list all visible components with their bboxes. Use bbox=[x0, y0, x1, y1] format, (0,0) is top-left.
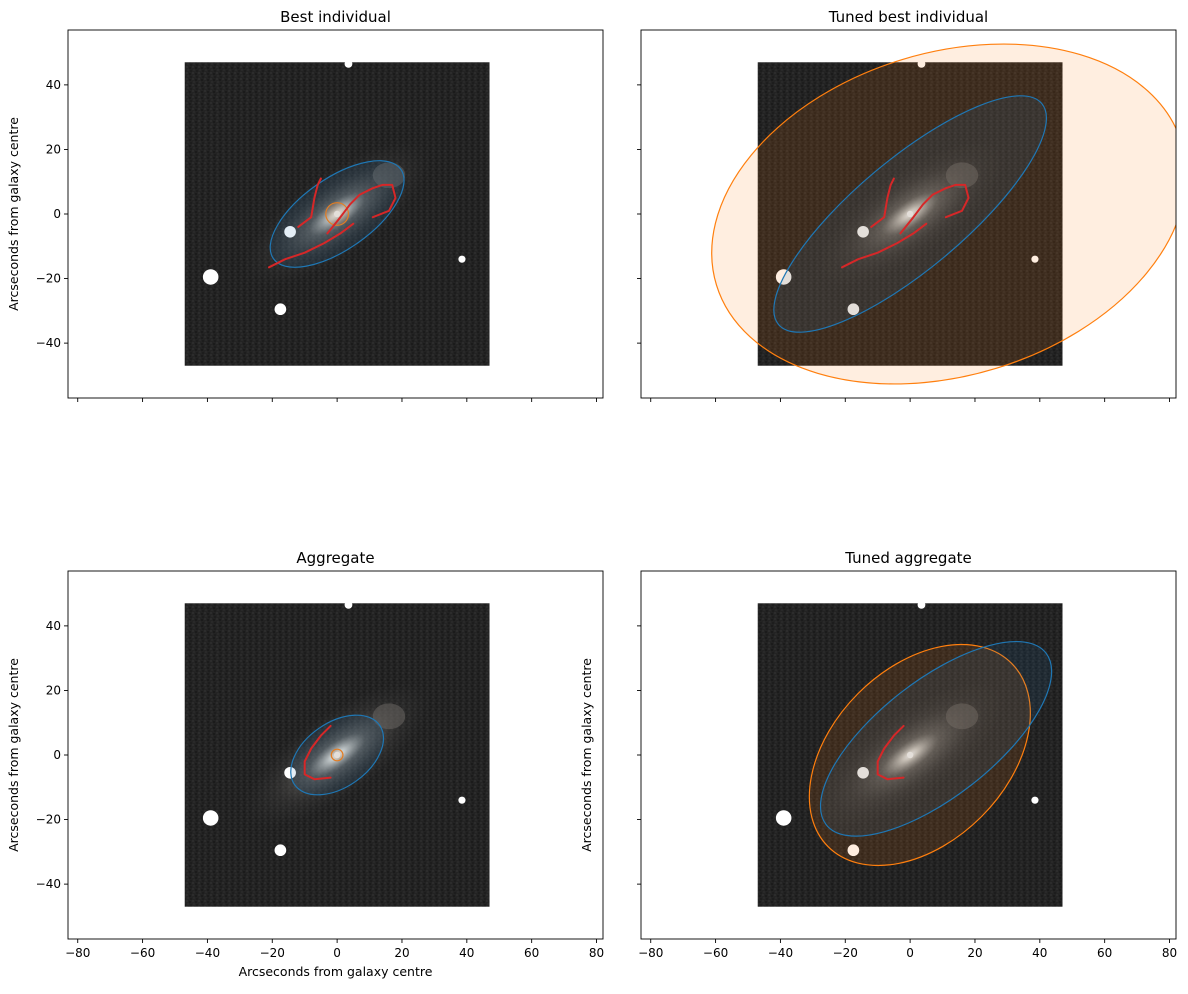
x-tick-label: −20 bbox=[260, 946, 285, 960]
x-tick-label: −60 bbox=[130, 946, 155, 960]
x-tick-label: 0 bbox=[333, 946, 341, 960]
bulge-ellipse bbox=[808, 643, 1031, 867]
star-4 bbox=[274, 844, 287, 857]
spiral-arm-1 bbox=[841, 222, 928, 269]
y-tick-label: 20 bbox=[46, 142, 61, 156]
x-tick-label: 40 bbox=[1032, 946, 1047, 960]
galaxy-knot bbox=[372, 162, 406, 189]
y-tick-label: −20 bbox=[36, 272, 61, 286]
x-tick-label: 60 bbox=[524, 946, 539, 960]
galaxy-knot bbox=[945, 162, 979, 189]
x-tick-label: −80 bbox=[65, 946, 90, 960]
y-tick-label: −20 bbox=[36, 813, 61, 827]
plot-area bbox=[184, 601, 490, 907]
spiral-arm-1 bbox=[876, 724, 905, 781]
panel-1: −40 −20 0 20 40 Best individual Arcseconds fro… bbox=[6, 8, 604, 402]
disc-ellipse bbox=[290, 714, 385, 796]
x-tick-label: 0 bbox=[906, 946, 914, 960]
spiral-arm-3 bbox=[326, 183, 397, 235]
spiral-arm-1 bbox=[268, 222, 355, 269]
panel-3: −80 −60 −40 −20 0 20 40 60 80 −40 −20 0 20 40 Aggregat… bbox=[6, 549, 604, 979]
x-tick-label: −60 bbox=[703, 946, 728, 960]
x-tick-label: −40 bbox=[768, 946, 793, 960]
y-tick-label: 40 bbox=[46, 619, 61, 633]
star-4 bbox=[274, 303, 287, 316]
star-1 bbox=[917, 601, 926, 609]
x-axis-label: Arcseconds from galaxy centre bbox=[239, 964, 433, 979]
x-tick-label: 20 bbox=[967, 946, 982, 960]
star-2 bbox=[857, 766, 869, 779]
x-tick-label: −20 bbox=[833, 946, 858, 960]
y-tick-label: −40 bbox=[36, 877, 61, 891]
disc-ellipse bbox=[773, 95, 1048, 333]
star-1 bbox=[917, 60, 926, 68]
star-3 bbox=[202, 269, 219, 285]
star-3 bbox=[202, 810, 219, 826]
panel-title: Tuned best individual bbox=[828, 8, 988, 26]
star-1 bbox=[344, 60, 353, 68]
galaxy-core bbox=[906, 210, 914, 218]
bulge-ellipse bbox=[711, 43, 1176, 385]
spiral-arm-1 bbox=[303, 724, 332, 781]
star-5 bbox=[1031, 255, 1039, 263]
spiral-arm-2 bbox=[870, 177, 895, 228]
plot-area bbox=[184, 60, 490, 366]
star-5 bbox=[458, 255, 466, 263]
plot-area bbox=[757, 601, 1063, 907]
star-5 bbox=[1031, 796, 1039, 804]
y-axis-label: Arcseconds from galaxy centre bbox=[6, 658, 21, 852]
spiral-arm-3 bbox=[899, 183, 970, 235]
star-1 bbox=[344, 601, 353, 609]
galaxy-knot bbox=[945, 703, 979, 730]
panel-2: Tuned best individual bbox=[637, 8, 1177, 402]
y-tick-label: 0 bbox=[53, 748, 61, 762]
star-3 bbox=[775, 810, 792, 826]
disc-ellipse bbox=[819, 640, 1053, 837]
galaxy-core bbox=[906, 751, 914, 759]
y-tick-label: 40 bbox=[46, 78, 61, 92]
plot-area bbox=[711, 43, 1176, 385]
panel-title: Tuned aggregate bbox=[844, 549, 972, 567]
x-tick-label: 80 bbox=[589, 946, 604, 960]
galaxy-core bbox=[333, 210, 341, 218]
x-tick-label: −40 bbox=[195, 946, 220, 960]
star-2 bbox=[284, 225, 296, 238]
bulge-ellipse bbox=[325, 202, 350, 226]
bulge-ellipse bbox=[330, 748, 344, 762]
x-tick-label: 40 bbox=[459, 946, 474, 960]
y-axis-label: Arcseconds from galaxy centre bbox=[579, 658, 594, 852]
panel-title: Best individual bbox=[280, 8, 391, 26]
star-4 bbox=[847, 303, 860, 316]
star-4 bbox=[847, 844, 860, 857]
x-tick-label: −80 bbox=[638, 946, 663, 960]
y-tick-label: −40 bbox=[36, 336, 61, 350]
star-5 bbox=[458, 796, 466, 804]
galaxy-knot bbox=[372, 703, 406, 730]
y-tick-label: 0 bbox=[53, 207, 61, 221]
x-tick-label: 60 bbox=[1097, 946, 1112, 960]
star-2 bbox=[857, 225, 869, 238]
panel-4: −80 −60 −40 −20 0 20 40 60 80 Tuned aggregate Arcs… bbox=[579, 549, 1177, 960]
y-tick-label: 20 bbox=[46, 683, 61, 697]
panel-title: Aggregate bbox=[296, 549, 374, 567]
y-axis-label: Arcseconds from galaxy centre bbox=[6, 117, 21, 311]
galaxy-core bbox=[333, 751, 341, 759]
x-tick-label: 80 bbox=[1162, 946, 1177, 960]
spiral-arm-2 bbox=[297, 177, 322, 228]
x-tick-label: 20 bbox=[394, 946, 409, 960]
